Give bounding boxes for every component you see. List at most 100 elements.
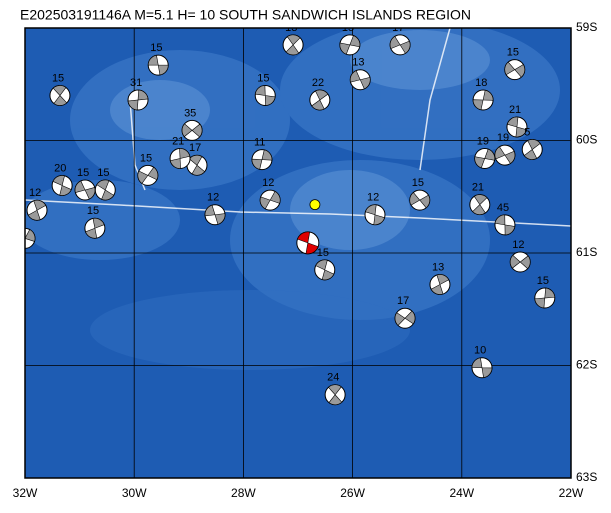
focal-mechanism bbox=[147, 54, 169, 76]
plate-boundary bbox=[25, 199, 571, 227]
y-tick-label: 61S bbox=[576, 245, 597, 259]
beachball-quadrant bbox=[259, 190, 281, 210]
depth-label: 13 bbox=[432, 261, 444, 273]
focal-mechanism bbox=[471, 357, 493, 379]
depth-label: 17 bbox=[397, 295, 409, 307]
focal-mechanism bbox=[409, 189, 431, 211]
focal-mechanism bbox=[349, 69, 371, 91]
focal-mechanism bbox=[25, 227, 36, 249]
depth-label: 12 bbox=[29, 187, 41, 199]
beachball-quadrant bbox=[471, 357, 493, 378]
focal-mechanism bbox=[309, 89, 331, 111]
focal-mechanism bbox=[127, 89, 149, 111]
map-title: E202503191146A M=5.1 H= 10 SOUTH SANDWIC… bbox=[20, 7, 471, 23]
beachball-quadrant bbox=[389, 35, 411, 54]
beachball-quadrant bbox=[504, 61, 526, 78]
focal-mechanism bbox=[394, 307, 416, 329]
depth-label: 45 bbox=[497, 202, 509, 214]
beachball-quadrant bbox=[147, 54, 169, 76]
depth-label: 15 bbox=[507, 47, 519, 59]
focal-mechanism bbox=[314, 259, 336, 281]
depth-label: 15 bbox=[412, 177, 424, 189]
beachball-quadrant bbox=[297, 231, 319, 255]
beachball-quadrant bbox=[349, 70, 371, 90]
focal-mechanism bbox=[137, 164, 159, 186]
depth-label: 24 bbox=[327, 372, 339, 384]
depth-label: 13 bbox=[352, 57, 364, 69]
epicenter bbox=[309, 199, 321, 211]
y-tick-label: 62S bbox=[576, 358, 597, 372]
depth-label: 15 bbox=[140, 152, 152, 164]
beachball-quadrant bbox=[534, 287, 556, 309]
depth-label: 19 bbox=[477, 135, 489, 147]
beachball-quadrant bbox=[430, 274, 450, 295]
beachball-quadrant bbox=[315, 259, 335, 281]
depth-label: 13 bbox=[285, 22, 297, 34]
beachball-quadrant bbox=[506, 116, 527, 138]
focal-mechanism bbox=[509, 251, 531, 273]
depth-label: 17 bbox=[392, 22, 404, 34]
focal-mechanism bbox=[339, 34, 361, 56]
beachball-quadrant bbox=[251, 149, 273, 170]
depth-label: 5 bbox=[524, 126, 530, 138]
x-tick-label: 26W bbox=[340, 486, 365, 500]
depth-label: 18 bbox=[475, 77, 487, 89]
depth-label: 15 bbox=[77, 167, 89, 179]
depth-label: 19 bbox=[497, 132, 509, 144]
focal-mechanism bbox=[94, 179, 116, 201]
beachball-quadrant bbox=[204, 204, 226, 225]
beachball-quadrant bbox=[474, 148, 496, 169]
depth-label: 21 bbox=[172, 135, 184, 147]
beachball-quadrant bbox=[509, 254, 531, 270]
focal-mechanism bbox=[534, 287, 556, 309]
focal-mechanism bbox=[254, 85, 276, 106]
beachball-quadrant bbox=[127, 89, 149, 111]
focal-mechanism bbox=[169, 148, 191, 169]
beachball-quadrant bbox=[394, 310, 416, 326]
focal-mechanism bbox=[506, 116, 528, 138]
focal-mechanism bbox=[49, 85, 71, 106]
focal-mechanism bbox=[296, 231, 320, 255]
beachball-quadrant bbox=[25, 229, 36, 242]
map-frame bbox=[24, 27, 572, 479]
focal-mechanism bbox=[251, 149, 273, 171]
focal-mechanism bbox=[204, 204, 226, 226]
depth-label: 15 bbox=[342, 22, 354, 34]
depth-label: 15 bbox=[150, 42, 162, 54]
focal-mechanism bbox=[74, 179, 96, 201]
x-tick-label: 32W bbox=[13, 486, 38, 500]
focal-mechanism bbox=[474, 148, 496, 169]
beachball-quadrant bbox=[137, 166, 159, 184]
x-tick-label: 24W bbox=[449, 486, 474, 500]
depth-label: 12 bbox=[207, 192, 219, 204]
depth-label: 15 bbox=[52, 72, 64, 84]
plate-boundary bbox=[419, 28, 451, 171]
focal-mechanism bbox=[282, 34, 304, 56]
beachball-quadrant bbox=[74, 180, 96, 200]
focal-mechanism bbox=[181, 119, 203, 141]
depth-label: 15 bbox=[87, 205, 99, 217]
focal-mechanism bbox=[259, 189, 281, 211]
focal-mechanism bbox=[429, 274, 451, 295]
beachball-quadrant bbox=[523, 139, 541, 160]
beachball-quadrant bbox=[311, 89, 329, 111]
depth-label: 17 bbox=[189, 142, 201, 154]
y-tick-label: 60S bbox=[576, 133, 597, 147]
beachball-quadrant bbox=[96, 179, 115, 201]
depth-label: 15 bbox=[317, 247, 329, 259]
depth-label: 12 bbox=[262, 177, 274, 189]
x-tick-label: 22W bbox=[559, 486, 584, 500]
depth-label: 12 bbox=[367, 192, 379, 204]
beachball-quadrant bbox=[52, 175, 72, 196]
depth-label: 15 bbox=[537, 275, 549, 287]
focal-mechanism bbox=[469, 194, 491, 216]
y-tick-label: 63S bbox=[576, 470, 597, 484]
focal-mechanism bbox=[51, 175, 73, 196]
focal-mechanism bbox=[84, 217, 106, 239]
beachball-quadrant bbox=[169, 148, 191, 169]
beachball-quadrant bbox=[472, 89, 494, 111]
x-tick-label: 28W bbox=[231, 486, 256, 500]
beachball-quadrant bbox=[365, 204, 385, 225]
focal-mechanism bbox=[472, 89, 494, 111]
